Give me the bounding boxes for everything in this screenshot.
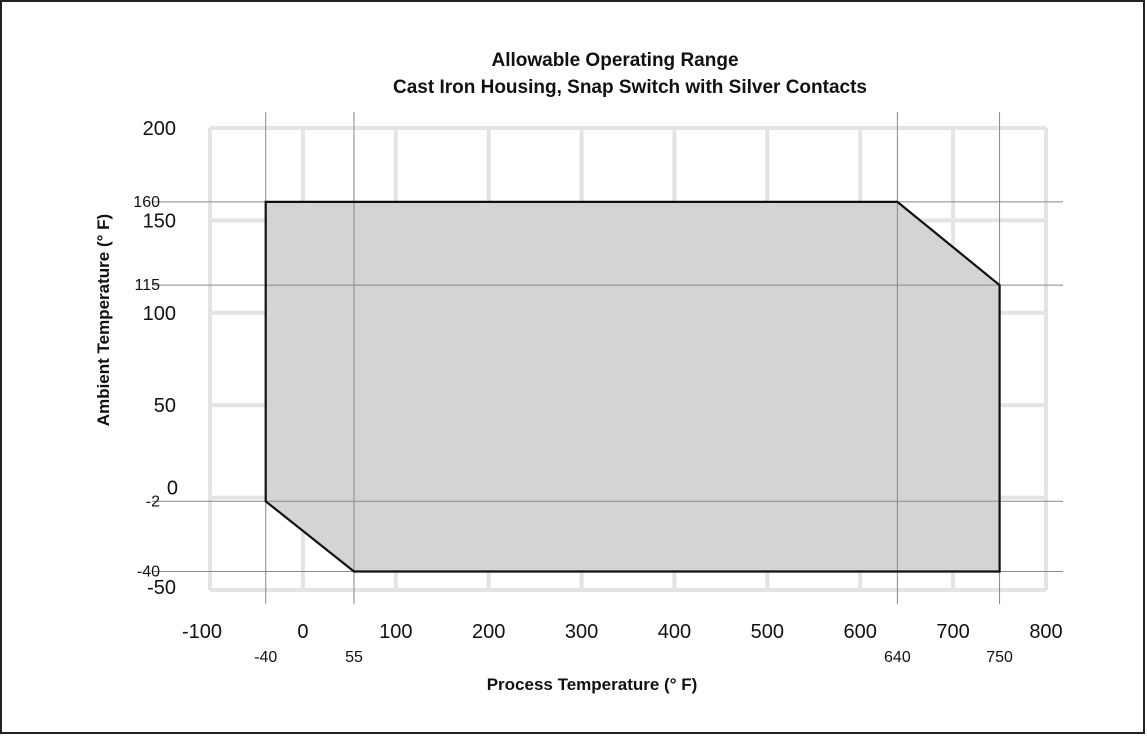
y-reference-tick-label: -2 — [146, 493, 160, 510]
x-tick-label: 100 — [379, 621, 412, 643]
y-tick-label: 200 — [143, 118, 176, 140]
y-reference-tick-label: 160 — [133, 194, 160, 211]
y-tick-label: 50 — [154, 395, 176, 417]
x-reference-tick-label: 750 — [986, 649, 1013, 666]
chart-title-line-1: Allowable Operating Range — [491, 50, 738, 71]
x-axis-title: Process Temperature (° F) — [487, 675, 698, 694]
tick-labels: -100 0 100 200 300 400 500 600 700 800-40 55 640 750… — [133, 118, 1062, 666]
x-tick-label: -100 — [182, 621, 222, 643]
reference-lines — [152, 112, 1063, 604]
y-axis-title: Ambient Temperature (° F) — [94, 214, 113, 426]
x-tick-label: 400 — [658, 621, 691, 643]
y-reference-tick-label: -40 — [137, 564, 160, 581]
x-reference-tick-label: 55 — [345, 649, 363, 666]
x-reference-tick-label: 640 — [884, 649, 911, 666]
x-tick-label: 700 — [936, 621, 969, 643]
y-reference-tick-label: 115 — [134, 277, 160, 294]
operating-region — [265, 201, 1000, 572]
x-tick-label: 300 — [565, 621, 598, 643]
x-tick-label: 600 — [844, 621, 877, 643]
y-tick-label: 0 — [167, 478, 178, 500]
x-reference-tick-label: -40 — [254, 649, 277, 666]
x-tick-label: 0 — [297, 621, 308, 643]
chart-title-line-2: Cast Iron Housing, Snap Switch with Silv… — [393, 77, 867, 98]
x-tick-label: 200 — [472, 621, 505, 643]
x-tick-label: 800 — [1029, 621, 1062, 643]
y-tick-label: 150 — [143, 210, 176, 232]
y-tick-label: -50 — [147, 577, 176, 599]
region-layer — [265, 201, 1000, 572]
y-tick-label: 100 — [143, 303, 176, 325]
x-tick-label: 500 — [751, 621, 784, 643]
operating-region-outline — [264, 200, 1001, 573]
